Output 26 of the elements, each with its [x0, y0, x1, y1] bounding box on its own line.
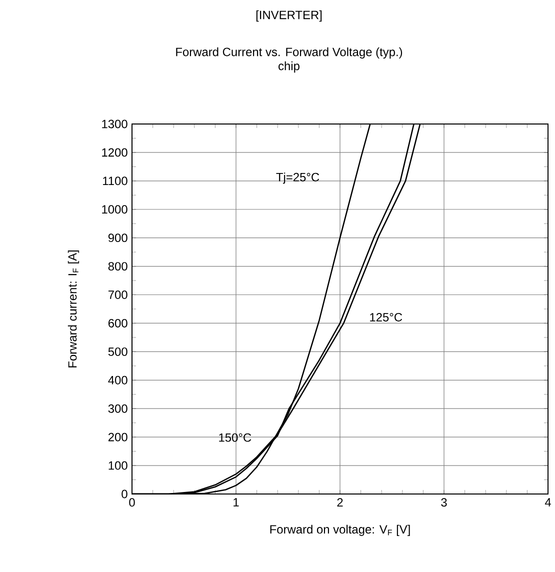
y-tick-label: 1300 — [102, 120, 128, 128]
text: Tj=25°C — [276, 172, 319, 184]
y-tick-label: 1200 — [102, 148, 128, 157]
y-tick-label: 0 — [121, 490, 128, 498]
y-tick-label: 600 — [108, 318, 128, 328]
x-tick-label: 2 — [337, 498, 343, 507]
x-tick-label: 0 — [128, 498, 135, 507]
series-label: 150°C — [218, 433, 251, 442]
y-tick-label: 400 — [108, 376, 128, 384]
y-tick-label: 900 — [108, 234, 128, 242]
y-tick-label: 100 — [108, 461, 128, 470]
chart-subtitle: Forward Current vs. Forward Voltage (typ.) chip — [176, 47, 402, 73]
y-tick-label: 200 — [108, 432, 128, 442]
y-tick-label: 800 — [108, 262, 128, 271]
x-axis-title: Forward on voltage: V$_{F}$ [V] — [270, 524, 410, 536]
y-tick-label: 300 — [108, 404, 128, 413]
x-tick-label: 1 — [233, 498, 239, 506]
y-axis-title: Forward current: I$_{F}$ [A] — [68, 250, 79, 368]
x-tick-label: 4 — [544, 498, 551, 506]
text: 125°C — [370, 312, 402, 322]
y-tick-label: 500 — [108, 347, 128, 356]
y-tick-label: 700 — [108, 290, 128, 299]
y-tick-label: 1000 — [102, 205, 128, 214]
x-tick-label: 3 — [440, 498, 447, 507]
chart-title: [INVERTER] — [256, 10, 322, 22]
y-tick-label: 1100 — [102, 176, 128, 186]
